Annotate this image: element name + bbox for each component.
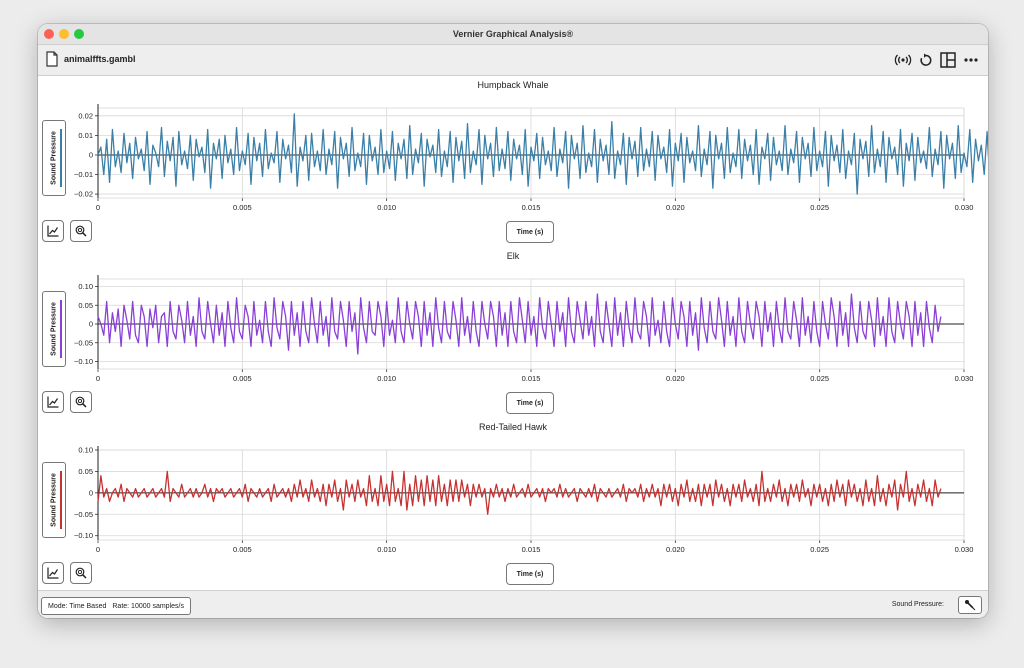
plot-area[interactable]: 0 0.005 0.010 0.015 0.020 0.025 0.030 −0.10 −0.0… (38, 251, 988, 421)
reset-icon[interactable] (917, 51, 935, 69)
zoom-button[interactable] (70, 562, 92, 584)
plot-area[interactable]: 0 0.005 0.010 0.015 0.020 0.025 0.030 −0.10 −0.0… (38, 422, 988, 592)
y-tick-label: 0 (89, 320, 93, 329)
x-tick-label: 0.025 (810, 203, 829, 212)
x-tick-label: 0.020 (666, 545, 685, 554)
series-line (97, 113, 988, 195)
y-tick-label: −0.01 (74, 170, 93, 179)
x-tick-label: 0.005 (233, 374, 252, 383)
y-tick-label: 0.05 (78, 467, 93, 476)
y-tick-label: 0.01 (78, 131, 93, 140)
x-tick-label: 0.030 (955, 545, 974, 554)
graph-options-button[interactable] (42, 220, 64, 242)
app-window: Vernier Graphical Analysis® animalffts.g… (38, 24, 988, 618)
y-axis-label-button[interactable]: Sound Pressure (42, 120, 66, 196)
series-line (97, 293, 942, 355)
y-tick-label: 0.10 (78, 282, 93, 291)
x-tick-label: 0.010 (377, 203, 396, 212)
x-tick-label: 0.015 (522, 545, 541, 554)
more-icon[interactable] (962, 51, 980, 69)
x-tick-label: 0.020 (666, 203, 685, 212)
series-color-swatch (60, 300, 62, 358)
zoom-button[interactable] (70, 220, 92, 242)
y-tick-label: −0.05 (74, 338, 93, 347)
x-tick-label: 0.015 (522, 374, 541, 383)
x-tick-label: 0.005 (233, 545, 252, 554)
y-tick-label: −0.05 (74, 510, 93, 519)
wireless-sensor-icon[interactable] (894, 51, 912, 69)
x-tick-label: 0.025 (810, 374, 829, 383)
window-title: Vernier Graphical Analysis® (452, 29, 574, 39)
x-tick-label: 0.015 (522, 203, 541, 212)
x-tick-label: 0 (96, 374, 100, 383)
status-bar: Mode: Time Based Rate: 10000 samples/s S… (38, 590, 988, 618)
file-icon (46, 51, 58, 72)
x-tick-label: 0.025 (810, 545, 829, 554)
probe-button[interactable] (958, 596, 982, 614)
y-tick-label: −0.10 (74, 531, 93, 540)
graph-panel-red-tailed-hawk: Red-Tailed Hawk Sound Pressure 0 0.005 0.0… (38, 422, 988, 592)
graph-title: Red-Tailed Hawk (478, 422, 548, 432)
file-name: animalffts.gambl (64, 54, 136, 64)
mode-text: Mode: Time Based (48, 602, 107, 610)
series-color-swatch (60, 471, 62, 529)
x-tick-label: 0.010 (377, 545, 396, 554)
y-tick-label: 0.05 (78, 301, 93, 310)
x-tick-label: 0 (96, 203, 100, 212)
x-tick-label: 0 (96, 545, 100, 554)
y-tick-label: 0.10 (78, 446, 93, 455)
layout-icon[interactable] (939, 51, 957, 69)
plot-area[interactable]: 0 0.005 0.010 0.015 0.020 0.025 0.030−0.02−0.0… (38, 80, 988, 250)
x-tick-label: 0.005 (233, 203, 252, 212)
x-axis-label-button[interactable]: Time (s) (506, 221, 554, 243)
graph-title: Elk (506, 251, 520, 261)
x-tick-label: 0.030 (955, 203, 974, 212)
close-window-button[interactable] (44, 29, 54, 39)
graph-panel-elk: Elk Sound Pressure 0 0.005 0.010 0.015 0.020… (38, 251, 988, 421)
minimize-window-button[interactable] (59, 29, 69, 39)
mode-rate-button[interactable]: Mode: Time Based Rate: 10000 samples/s (41, 597, 191, 615)
rate-text: Rate: 10000 samples/s (112, 602, 184, 610)
x-axis-label-button[interactable]: Time (s) (506, 392, 554, 414)
x-axis-label-button[interactable]: Time (s) (506, 563, 554, 585)
toolbar: animalffts.gambl (38, 45, 988, 76)
y-axis-label-button[interactable]: Sound Pressure (42, 291, 66, 367)
title-bar: Vernier Graphical Analysis® (38, 24, 988, 45)
x-tick-label: 0.010 (377, 374, 396, 383)
x-tick-label: 0.030 (955, 374, 974, 383)
y-tick-label: −0.02 (74, 190, 93, 199)
maximize-window-button[interactable] (74, 29, 84, 39)
y-tick-label: 0 (89, 150, 93, 159)
x-tick-label: 0.020 (666, 374, 685, 383)
y-tick-label: −0.10 (74, 357, 93, 366)
y-tick-label: 0 (89, 488, 93, 497)
series-color-swatch (60, 129, 62, 187)
graph-options-button[interactable] (42, 391, 64, 413)
sensor-label: Sound Pressure: (891, 601, 944, 608)
y-axis-label-button[interactable]: Sound Pressure (42, 462, 66, 538)
graph-panel-humpback-whale: Humpback Whale Sound Pressure 0 0.005 0.01… (38, 80, 988, 250)
series-line (97, 470, 942, 515)
y-tick-label: 0.02 (78, 111, 93, 120)
graph-options-button[interactable] (42, 562, 64, 584)
graph-title: Humpback Whale (477, 80, 549, 90)
probe-icon (965, 600, 976, 611)
zoom-button[interactable] (70, 391, 92, 413)
